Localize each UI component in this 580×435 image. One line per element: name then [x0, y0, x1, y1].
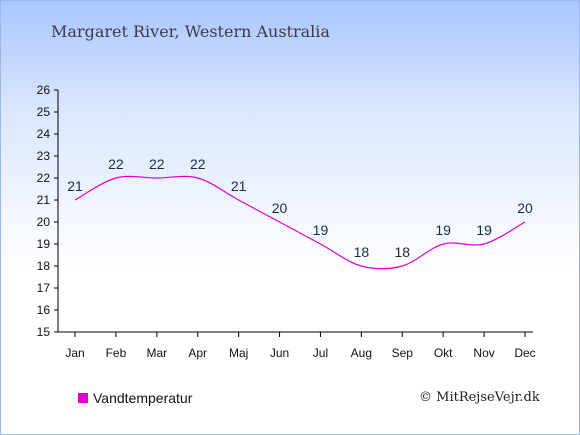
series-line-vandtemperatur: [74, 175, 526, 270]
y-tick-label: 21: [37, 193, 51, 207]
data-label: 22: [149, 156, 165, 172]
x-tick-label: Aug: [351, 346, 372, 360]
x-tick-label: Dec: [514, 346, 535, 360]
copyright-text: © MitRejseVejr.dk: [419, 390, 540, 405]
x-tick-label: Sep: [392, 346, 414, 360]
y-tick-label: 18: [37, 259, 51, 273]
data-label: 19: [435, 222, 451, 238]
y-tick-label: 23: [37, 149, 51, 163]
y-tick-label: 17: [37, 281, 51, 295]
data-label: 21: [231, 178, 247, 194]
x-tick-label: Jul: [313, 346, 328, 360]
data-label: 18: [354, 244, 370, 260]
x-tick-label: Okt: [434, 346, 453, 360]
data-label: 18: [394, 244, 410, 260]
data-label: 22: [108, 156, 124, 172]
x-tick-label: Jun: [270, 346, 289, 360]
legend: Vandtemperatur: [78, 390, 192, 406]
x-tick-label: Feb: [106, 346, 127, 360]
y-tick-label: 19: [37, 237, 51, 251]
x-tick-label: Mar: [146, 346, 167, 360]
y-tick-label: 20: [37, 215, 51, 229]
x-tick-label: Apr: [188, 346, 207, 360]
y-tick-label: 15: [37, 325, 51, 339]
legend-swatch: [78, 393, 88, 403]
chart-title: Margaret River, Western Australia: [51, 22, 330, 41]
data-label: 19: [313, 222, 329, 238]
x-tick-label: Nov: [473, 346, 494, 360]
y-tick-label: 22: [37, 171, 51, 185]
y-tick-label: 25: [37, 105, 51, 119]
data-label: 19: [476, 222, 492, 238]
y-tick-label: 26: [37, 83, 51, 97]
data-label: 22: [190, 156, 206, 172]
data-label: 20: [272, 200, 288, 216]
legend-label: Vandtemperatur: [93, 390, 193, 406]
data-label: 20: [517, 200, 533, 216]
x-tick-label: Maj: [229, 346, 248, 360]
y-tick-label: 24: [37, 127, 51, 141]
x-tick-label: Jan: [65, 346, 84, 360]
data-label: 21: [67, 178, 83, 194]
y-tick-label: 16: [37, 303, 51, 317]
